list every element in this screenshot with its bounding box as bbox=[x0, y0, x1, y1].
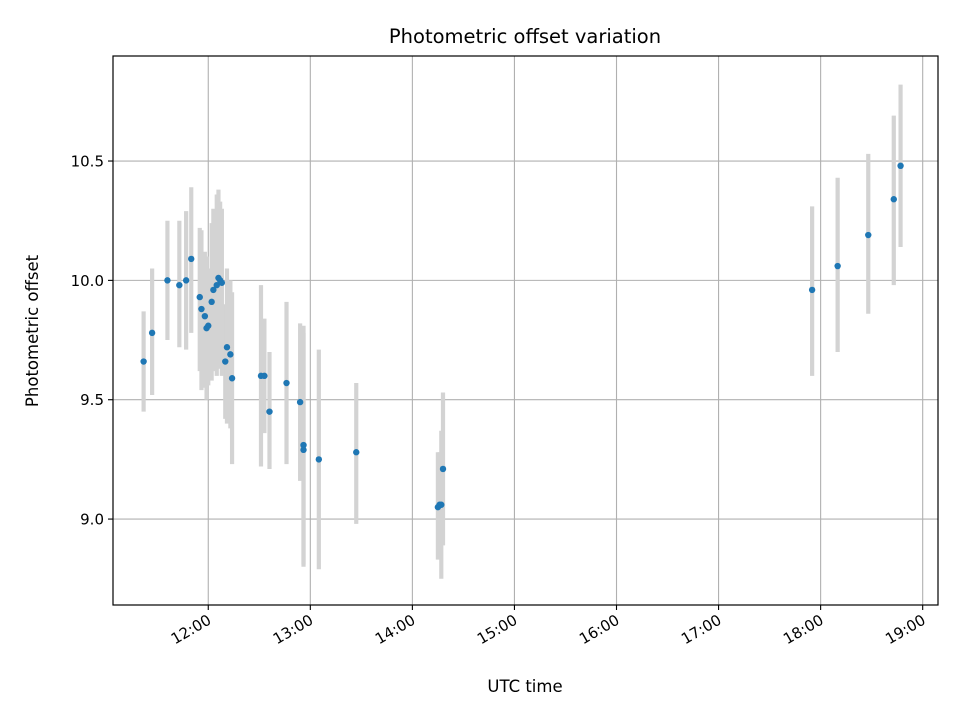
data-point bbox=[198, 305, 205, 313]
data-point bbox=[213, 281, 220, 289]
data-point bbox=[164, 277, 171, 284]
data-point bbox=[300, 446, 307, 454]
data-point bbox=[223, 344, 231, 351]
data-point bbox=[261, 372, 268, 380]
y-tick-label: 10.0 bbox=[71, 272, 104, 290]
data-point bbox=[227, 351, 234, 358]
data-point bbox=[188, 255, 195, 263]
data-point bbox=[176, 281, 183, 289]
y-tick-label: 9.0 bbox=[80, 511, 104, 529]
data-point bbox=[208, 298, 215, 306]
data-point bbox=[218, 279, 226, 286]
plot-area-frame bbox=[112, 55, 939, 606]
chart-title: Photometric offset variation bbox=[389, 25, 661, 48]
data-point bbox=[834, 262, 841, 270]
data-point bbox=[296, 398, 304, 406]
data-point bbox=[439, 465, 447, 473]
data-point bbox=[438, 501, 445, 508]
x-axis-title: UTC time bbox=[487, 677, 562, 696]
data-point bbox=[315, 456, 323, 463]
data-point bbox=[196, 293, 203, 301]
y-axis-title: Photometric offset bbox=[23, 254, 42, 407]
data-point bbox=[890, 196, 897, 203]
grid bbox=[113, 56, 938, 605]
data-point bbox=[148, 329, 156, 337]
y-tick-label: 10.5 bbox=[71, 153, 104, 171]
data-point bbox=[865, 231, 872, 239]
y-tick-label: 9.5 bbox=[80, 391, 104, 409]
data-point bbox=[353, 449, 360, 456]
data-point bbox=[897, 162, 904, 169]
data-point bbox=[266, 408, 273, 415]
data-point bbox=[300, 441, 307, 449]
data-point bbox=[182, 277, 190, 284]
data-point bbox=[210, 286, 217, 294]
data-point bbox=[808, 286, 816, 294]
data-point bbox=[228, 375, 236, 382]
data-points bbox=[140, 162, 904, 511]
data-point bbox=[222, 358, 229, 365]
data-point bbox=[201, 312, 209, 320]
data-point bbox=[140, 358, 147, 365]
data-point bbox=[205, 322, 212, 329]
data-point bbox=[283, 379, 290, 387]
